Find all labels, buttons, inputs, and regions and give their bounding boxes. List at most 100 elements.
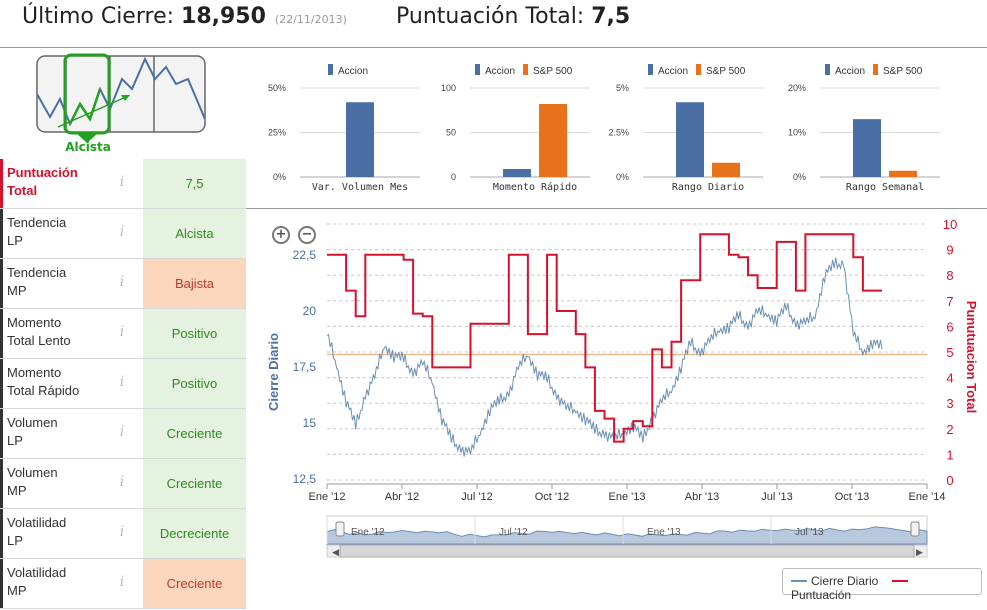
x-tick-label: Oct '13 [835,491,870,503]
info-icon[interactable]: i [119,374,125,390]
info-icon[interactable]: i [119,424,125,440]
right-axis-tick: 10 [943,217,957,232]
last-close-value: 18,950 [181,4,266,29]
total-score: Puntuación Total: 7,5 [396,4,630,29]
row-volumen-mp: Volumen MP i Creciente [0,459,246,509]
close-line-icon [791,580,807,582]
y-tick-label: 20% [788,83,806,93]
total-score-value: 7,5 [591,4,631,29]
x-tick-label: Ene '12 [309,491,346,503]
info-icon[interactable]: i [119,274,125,290]
row-value: Positivo [143,359,246,408]
x-tick-label: Jul '12 [461,491,492,503]
info-icon[interactable]: i [119,474,125,490]
legend-label: S&P 500 [883,66,923,77]
legend-swatch [648,64,653,75]
row-total-score: Puntuación Total i 7,5 [0,159,246,209]
legend-swatch [825,64,830,75]
row-tendencia-mp: Tendencia MP i Bajista [0,259,246,309]
bar-s-p-500[interactable] [889,170,917,177]
legend-swatch [328,64,333,75]
y-tick-label: 0 [451,172,456,182]
trend-panel: Alcista [0,49,246,157]
legend-close[interactable]: Cierre Diario [791,574,878,588]
navigator-area [326,526,928,545]
right-axis-tick: 0 [946,473,953,488]
x-tick-label: Ene '13 [609,491,646,503]
row-momento-total-lento: Momento Total Lento i Positivo [0,309,246,359]
legend-label: Accion [338,66,368,77]
y-tick-label: 0% [616,172,629,182]
left-axis-tick: 12,5 [293,472,317,486]
legend-score[interactable]: Puntuación [791,574,912,602]
y-tick-label: 0% [793,172,806,182]
row-volatilidad-mp: Volatilidad MP i Creciente [0,559,246,609]
y-tick-label: 50% [268,83,286,93]
right-axis-tick: 7 [946,294,953,309]
right-axis-tick: 6 [946,319,953,334]
zoom-out-icon[interactable]: − [298,226,316,244]
info-icon[interactable]: i [119,524,125,540]
row-label: Tendencia LP [0,209,143,258]
trend-icon [36,53,206,143]
legend-swatch [696,64,701,75]
info-icon[interactable]: i [119,574,125,590]
last-close-label: Último Cierre: [22,4,175,29]
row-value: Decreciente [143,509,246,558]
x-tick-label: Jul '13 [761,491,792,503]
last-close-date: (22/11/2013) [274,13,347,26]
mini-chart-title: Rango Diario [672,182,744,193]
y-tick-label: 0% [273,172,286,182]
bar-accion[interactable] [676,102,704,177]
scroll-left-icon[interactable]: ◀ [332,547,339,557]
left-axis-title: Cierre Diario [266,333,281,411]
info-icon[interactable]: i [119,174,125,190]
navigator-label: Jul '13 [795,527,824,538]
row-label: Volatilidad LP [0,509,143,558]
series-puntuacion[interactable] [327,233,882,443]
navigator-handle-left[interactable] [335,521,345,537]
bar-accion[interactable] [346,102,374,177]
scrollbar-thumb[interactable] [339,544,915,558]
right-axis-tick: 5 [946,345,953,360]
navigator-label: Jul '12 [499,527,528,538]
series-cierre-diario[interactable] [326,257,883,457]
right-axis-tick: 1 [946,447,953,462]
bar-accion[interactable] [853,119,881,177]
left-axis-tick: 22,5 [293,248,317,262]
row-value: Positivo [143,309,246,358]
zoom-in-icon[interactable]: + [272,226,290,244]
y-tick-label: 10% [788,128,806,138]
info-icon[interactable]: i [119,324,125,340]
mini-chart-rango-diario: Accion S&P 500 5% 2.5% 0% Rango Diario [608,64,763,193]
mini-chart-title: Var. Volumen Mes [312,182,408,193]
info-icon[interactable]: i [119,224,125,240]
mini-chart-volumen: Accion 50% 25% 0% Var. Volumen Mes [268,64,420,193]
row-tendencia-lp: Tendencia LP i Alcista [0,209,246,259]
mini-chart-title: Rango Semanal [846,182,924,193]
chart-legend: Cierre Diario Puntuación [782,568,982,602]
trend-label: Alcista [65,140,111,154]
right-axis-tick: 4 [946,371,953,386]
bar-s-p-500[interactable] [712,162,740,177]
legend-label: S&P 500 [533,66,573,77]
legend-swatch [873,64,878,75]
scroll-right-icon[interactable]: ▶ [916,547,923,557]
legend-label: Accion [485,66,515,77]
navigator-label: Ene '12 [351,527,385,538]
score-line-icon [891,580,908,582]
row-label: Momento Total Lento [0,309,143,358]
navigator-handle-right[interactable] [910,521,920,537]
right-axis-tick: 2 [946,422,953,437]
bar-accion[interactable] [503,168,531,177]
bar-s-p-500[interactable] [539,104,567,177]
row-label: Volatilidad MP [0,559,143,608]
legend-label: Accion [835,66,865,77]
right-axis-tick: 8 [946,268,953,283]
mini-chart-rango-semanal: Accion S&P 500 20% 10% 0% Rango Semanal [788,64,940,193]
x-tick-label: Abr '13 [685,491,720,503]
y-tick-label: 50 [446,128,456,138]
row-value: Creciente [143,409,246,458]
y-tick-label: 100 [441,83,456,93]
navigator-label: Ene '13 [647,527,681,538]
